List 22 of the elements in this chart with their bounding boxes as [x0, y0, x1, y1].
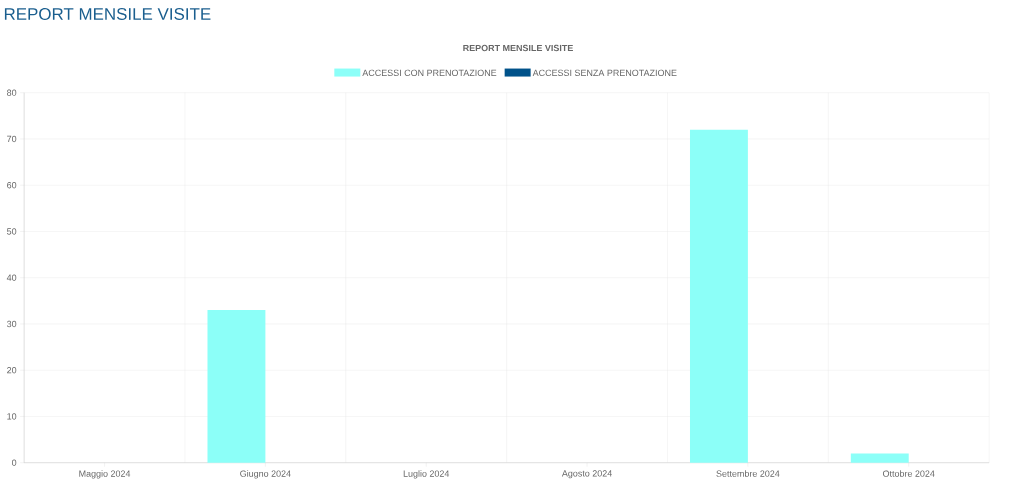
y-tick-label: 10: [7, 413, 17, 420]
bar: [689, 129, 748, 463]
bar: [207, 310, 266, 463]
y-tick-label: 20: [7, 367, 17, 374]
y-tick-label: 30: [6, 320, 17, 328]
y-tick-label: 70: [7, 135, 17, 143]
x-tick-label: Ottobre 2024: [882, 470, 935, 477]
bar: [850, 453, 909, 463]
legend-label: ACCESSI CON PRENOTAZIONE: [362, 69, 497, 77]
x-tick-label: Giugno 2024: [240, 470, 291, 479]
x-tick-label: Settembre 2024: [716, 470, 780, 477]
x-tick-label: Maggio 2024: [79, 470, 131, 479]
y-tick-label: 80: [7, 89, 17, 96]
x-tick-label: Agosto 2024: [561, 470, 612, 479]
legend-label: ACCESSI SENZA PRENOTAZIONE: [532, 69, 677, 77]
y-tick-label: 40: [6, 274, 17, 281]
y-tick-label: 0: [11, 459, 17, 466]
chart-title: REPORT MENSILE VISITE: [4, 7, 211, 20]
x-tick-label: Luglio 2024: [403, 470, 450, 479]
chart-subtitle: REPORT MENSILE VISITE: [463, 44, 573, 52]
y-tick-label: 50: [7, 228, 17, 235]
y-tick-label: 60: [7, 182, 17, 189]
